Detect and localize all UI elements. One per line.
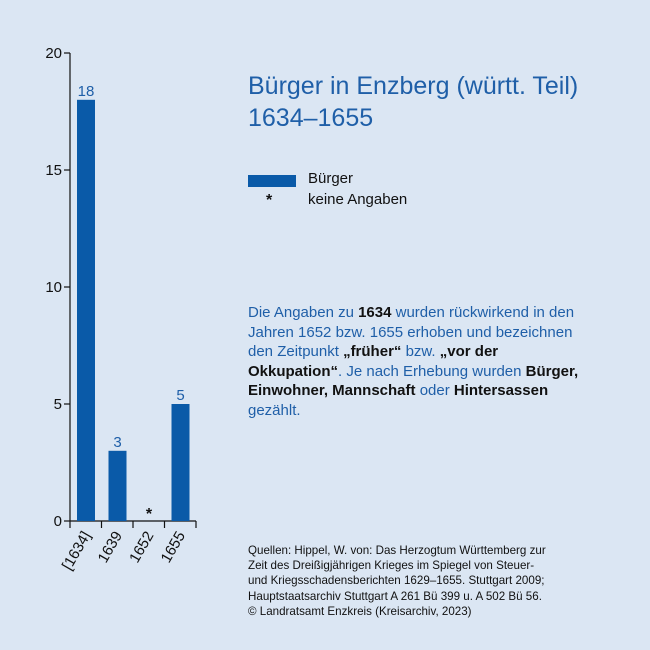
sources-line: Hauptstaatsarchiv Stuttgart A 261 Bü 399… bbox=[248, 589, 542, 603]
note-emphasis: Bürger, Einwohner, Mannschaft bbox=[248, 362, 579, 400]
y-tick-label: 5 bbox=[54, 396, 62, 413]
legend-star-marker: * bbox=[266, 192, 273, 209]
note-emphasis: „vor der Okkupation“ bbox=[248, 343, 499, 380]
chart-title-line-1: Bürger in Enzberg (württ. Teil) bbox=[248, 72, 579, 100]
x-tick-label: 1655 bbox=[158, 529, 189, 566]
note-text: gezählt. bbox=[248, 401, 301, 419]
bar bbox=[77, 99, 95, 522]
sources-line: Zeit des Dreißigjährigen Krieges im Spie… bbox=[248, 559, 535, 573]
x-tick-label: [1634] bbox=[59, 529, 95, 574]
bar-value-label: 3 bbox=[113, 434, 121, 451]
sources-line: © Landratsamt Enzkreis (Kreisarchiv, 202… bbox=[248, 604, 472, 618]
bar-value-label: 5 bbox=[176, 387, 184, 404]
x-tick-label: 1652 bbox=[126, 529, 157, 566]
explanatory-note: Die Angaben zu 1634 wurden rückwirkend i… bbox=[248, 303, 593, 420]
legend-label-buerger: Bürger bbox=[308, 170, 354, 187]
missing-data-marker: * bbox=[146, 506, 153, 523]
legend-label-keine-angaben: keine Angaben bbox=[308, 191, 408, 208]
x-tick-label: 1639 bbox=[95, 529, 126, 566]
y-tick-label: 0 bbox=[54, 513, 62, 530]
note-text: bzw. bbox=[401, 343, 440, 360]
y-tick-label: 20 bbox=[45, 45, 62, 62]
bar-chart: 0 5 10 15 20 18 [1634] 3 1639 * 1652 5 1655 bbox=[45, 45, 197, 574]
chart-title-line-2: 1634–1655 bbox=[248, 104, 374, 132]
bar-value-label: 18 bbox=[78, 83, 95, 100]
note-text: . Je nach Erhebung wurden bbox=[338, 362, 526, 380]
y-tick-label: 10 bbox=[45, 279, 62, 296]
note-text: Die Angaben zu bbox=[248, 304, 359, 321]
legend-bar-swatch bbox=[248, 175, 296, 187]
note-text: oder bbox=[415, 382, 454, 399]
note-emphasis: Hintersassen bbox=[453, 382, 549, 399]
bar bbox=[171, 404, 190, 521]
sources-line: Quellen: Hippel, W. von: Das Herzogtum W… bbox=[248, 544, 546, 557]
sources-block: Quellen: Hippel, W. von: Das Herzogtum W… bbox=[248, 543, 643, 619]
note-text: wurden rückwirkend in den Jahren 1652 bz… bbox=[248, 304, 575, 360]
bar bbox=[108, 450, 127, 521]
chart-title: Bürger in Enzberg (württ. Teil) 1634–165… bbox=[248, 70, 638, 134]
note-emphasis: „früher“ bbox=[343, 343, 402, 360]
sources-line: und Kriegsschadensberichten 1629–1655. S… bbox=[248, 574, 545, 588]
note-emphasis: 1634 bbox=[358, 304, 392, 321]
y-tick-label: 15 bbox=[45, 162, 62, 179]
